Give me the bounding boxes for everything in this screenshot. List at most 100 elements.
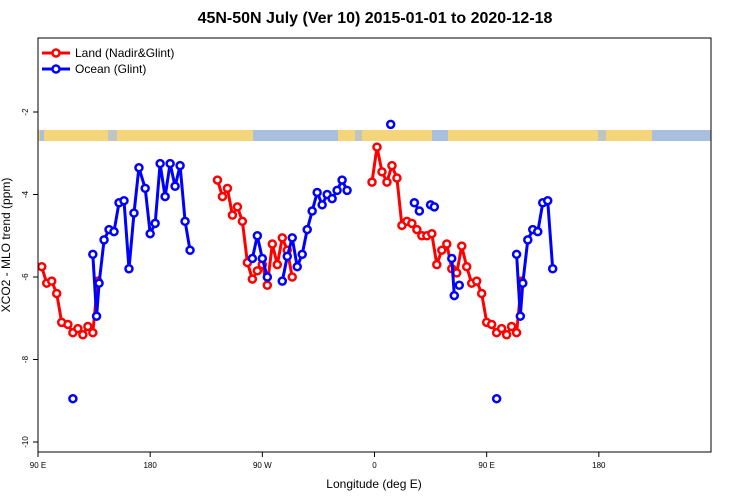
data-point bbox=[292, 261, 302, 272]
data-point bbox=[257, 253, 268, 264]
y-tick-label: -6 bbox=[21, 273, 30, 281]
legend-label: Land (Nadir&Glint) bbox=[75, 46, 174, 60]
x-tick-label: 90 E bbox=[30, 461, 46, 470]
map-strip bbox=[38, 130, 711, 141]
chart-title: 45N-50N July (Ver 10) 2015-01-01 to 2020… bbox=[197, 10, 553, 27]
data-point bbox=[486, 319, 497, 330]
data-point bbox=[150, 218, 160, 229]
data-point bbox=[437, 245, 447, 255]
data-point bbox=[372, 142, 382, 152]
data-point bbox=[175, 160, 185, 171]
map-strip-ocean bbox=[652, 130, 711, 141]
data-point bbox=[476, 288, 487, 299]
data-point bbox=[232, 202, 243, 212]
data-point bbox=[461, 261, 472, 272]
data-point bbox=[332, 185, 342, 196]
data-point bbox=[247, 253, 258, 264]
data-point bbox=[302, 224, 312, 235]
data-point bbox=[377, 167, 387, 177]
data-point bbox=[287, 272, 297, 282]
x-tick-label: 90 E bbox=[478, 461, 494, 470]
y-tick-label: -10 bbox=[21, 436, 30, 448]
data-point bbox=[165, 158, 175, 169]
map-strip-ocean bbox=[355, 130, 362, 141]
series-line bbox=[250, 234, 269, 278]
data-point bbox=[287, 233, 297, 243]
data-point bbox=[307, 206, 317, 216]
data-point bbox=[547, 264, 558, 274]
legend: Land (Nadir&Glint) Ocean (Glint) bbox=[42, 46, 174, 76]
series-line bbox=[450, 258, 456, 296]
data-point bbox=[88, 249, 98, 260]
data-point bbox=[51, 288, 62, 299]
data-point bbox=[317, 200, 327, 210]
data-point bbox=[68, 393, 78, 404]
plot-frame bbox=[37, 37, 712, 453]
series-layer bbox=[38, 119, 558, 404]
data-point bbox=[160, 191, 170, 202]
data-point bbox=[155, 158, 165, 169]
data-point bbox=[88, 327, 98, 338]
data-point bbox=[327, 193, 337, 204]
data-point bbox=[449, 290, 460, 301]
data-point bbox=[297, 249, 307, 260]
data-point bbox=[491, 393, 502, 404]
data-point bbox=[342, 185, 352, 196]
data-point bbox=[119, 195, 129, 206]
x-axis-label: Longitude (deg E) bbox=[326, 477, 421, 491]
map-strip-ocean bbox=[598, 130, 606, 141]
data-point bbox=[237, 216, 248, 227]
data-point bbox=[511, 327, 522, 338]
data-point bbox=[252, 266, 263, 276]
map-strip-ocean bbox=[253, 130, 338, 141]
legend-swatch-marker bbox=[51, 64, 61, 74]
y-tick-label: -4 bbox=[21, 190, 30, 198]
data-point bbox=[99, 235, 109, 245]
data-point bbox=[83, 321, 93, 332]
map-strip-ocean bbox=[108, 130, 117, 141]
data-point bbox=[247, 274, 258, 284]
data-point bbox=[217, 191, 228, 202]
data-point bbox=[282, 251, 293, 262]
data-point bbox=[185, 245, 195, 255]
legend-label: Ocean (Glint) bbox=[75, 62, 146, 76]
data-point bbox=[262, 272, 273, 282]
data-point bbox=[129, 208, 139, 218]
data-point bbox=[109, 226, 119, 237]
data-point bbox=[471, 276, 482, 286]
data-point bbox=[94, 278, 104, 288]
data-point bbox=[212, 175, 223, 185]
data-point bbox=[496, 323, 507, 334]
data-point bbox=[38, 261, 47, 272]
data-point bbox=[267, 239, 278, 249]
data-point bbox=[523, 235, 533, 245]
data-point bbox=[134, 162, 144, 173]
data-point bbox=[222, 183, 233, 194]
data-point bbox=[63, 319, 73, 330]
series-ocean bbox=[68, 119, 558, 404]
data-point bbox=[46, 276, 57, 286]
data-point bbox=[73, 323, 83, 334]
data-point bbox=[409, 198, 420, 208]
data-point bbox=[337, 175, 347, 185]
data-point bbox=[427, 228, 437, 239]
data-point bbox=[515, 311, 526, 321]
x-tick-label: 0 bbox=[372, 461, 377, 470]
data-point bbox=[533, 226, 543, 237]
data-point bbox=[506, 321, 517, 332]
y-axis: -2 -4 -6 -8 -10 bbox=[21, 108, 38, 448]
data-point bbox=[442, 239, 452, 249]
series-line bbox=[216, 179, 294, 287]
data-point bbox=[447, 253, 457, 264]
x-tick-label: 180 bbox=[143, 461, 157, 470]
x-tick-label: 180 bbox=[592, 461, 606, 470]
legend-swatch-marker bbox=[51, 48, 61, 58]
y-tick-label: -8 bbox=[21, 355, 30, 363]
map-strip-ocean bbox=[40, 130, 44, 141]
x-axis: 90 E 180 90 W 0 90 E 180 bbox=[30, 452, 606, 470]
data-point bbox=[262, 280, 273, 290]
data-point bbox=[272, 259, 283, 270]
data-point bbox=[140, 183, 150, 194]
map-strip-land bbox=[38, 130, 711, 141]
